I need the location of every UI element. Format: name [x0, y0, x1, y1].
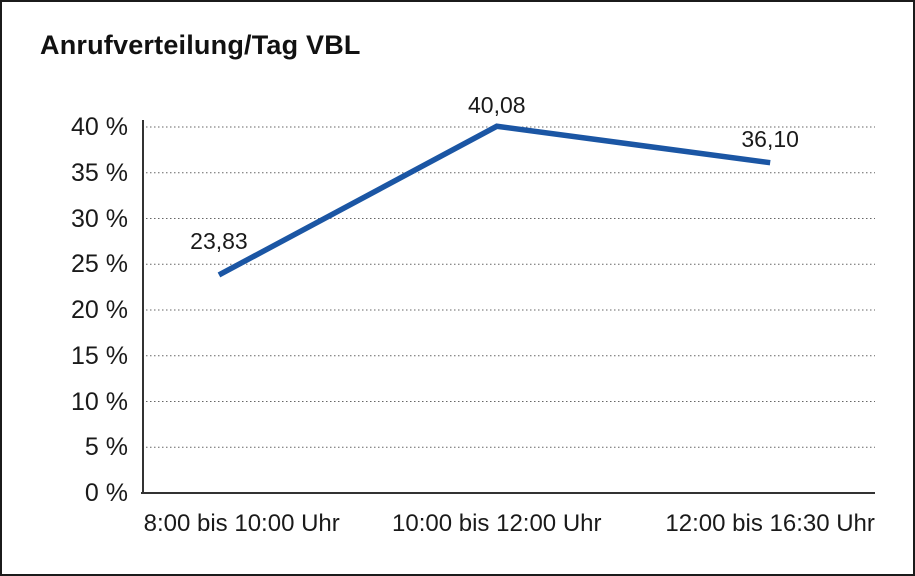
x-axis-tick-label: 8:00 bis 10:00 Uhr	[143, 510, 340, 537]
y-axis-tick-label: 35 %	[71, 158, 128, 187]
y-axis-tick-label: 25 %	[71, 250, 128, 279]
x-axis-tick-label: 10:00 bis 12:00 Uhr	[392, 510, 602, 537]
data-label: 40,08	[467, 92, 526, 119]
y-axis-tick-label: 20 %	[71, 296, 128, 324]
y-axis-tick-label: 5 %	[84, 433, 128, 462]
series-line	[217, 123, 771, 278]
data-label: 36,10	[741, 125, 799, 152]
y-axis-tick-label: 15 %	[71, 341, 128, 370]
y-axis-tick-label: 30 %	[71, 204, 128, 233]
y-axis-tick-label: 10 %	[71, 387, 128, 416]
y-axis-tick-label: 0 %	[84, 479, 128, 507]
y-axis-tick-label: 40 %	[71, 113, 128, 141]
data-label: 23,83	[190, 227, 248, 254]
chart-title: Anrufverteilung/Tag VBL	[40, 30, 361, 60]
x-axis-tick-label: 12:00 bis 16:30 Uhr	[665, 510, 875, 537]
